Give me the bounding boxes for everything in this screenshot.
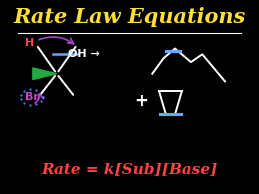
Text: Rate Law Equations: Rate Law Equations bbox=[13, 7, 246, 28]
Text: +: + bbox=[134, 92, 148, 110]
Text: OH →: OH → bbox=[68, 49, 100, 59]
Polygon shape bbox=[33, 68, 57, 80]
Text: H: H bbox=[25, 38, 34, 48]
Text: Br: Br bbox=[25, 92, 39, 102]
Text: Rate = k[Sub][Base]: Rate = k[Sub][Base] bbox=[41, 162, 218, 176]
